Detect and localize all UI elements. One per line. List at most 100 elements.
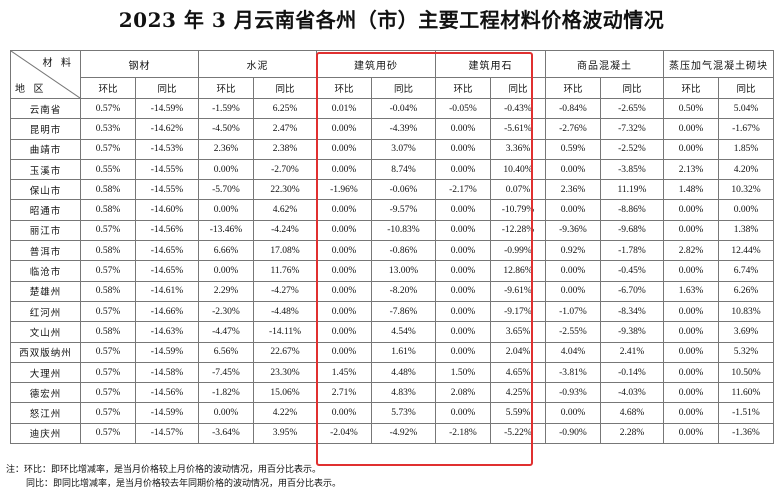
corner-header: 材 料 地 区 (10, 50, 81, 99)
mom-value-cell: 6.56% (198, 341, 254, 363)
mom-value-cell: -1.82% (198, 382, 254, 404)
mom-value-cell: 2.71% (316, 382, 372, 404)
mom-value-cell: -1.96% (316, 179, 372, 201)
mom-value-cell: -0.93% (545, 382, 601, 404)
table-row: 玉溪市 0.55% -14.55% 0.00% -2.70% 0.00% 8.74% 0.00… (10, 158, 774, 181)
mom-value-cell: 0.57% (80, 300, 136, 323)
mom-value-cell: 0.00% (663, 219, 719, 242)
mom-value-cell: 0.58% (80, 240, 136, 262)
yoy-value-cell: 1.38% (718, 219, 774, 242)
mom-value-cell: 0.57% (80, 341, 136, 363)
yoy-value-cell: -7.86% (371, 300, 436, 323)
yoy-value-cell: -10.83% (371, 219, 436, 242)
header-row-sub: 环比 同比 环比 同比 环比 同比 环比 同比 环比 同比 环比 同比 (11, 77, 774, 99)
sub-header-mom: 环比 (80, 77, 136, 99)
footnotes: 注：环比：即环比增减率，是当月价格较上月价格的波动情况，用百分比表示。 同比：即… (6, 463, 341, 491)
yoy-value-cell: -14.58% (135, 361, 199, 384)
yoy-value-cell: -7.32% (600, 118, 664, 140)
sub-header-mom: 环比 (316, 77, 372, 99)
mom-value-cell: 0.58% (80, 321, 136, 343)
mom-value-cell: 1.63% (663, 280, 719, 302)
yoy-value-cell: 13.00% (371, 260, 436, 282)
yoy-value-cell: 3.36% (490, 138, 546, 160)
region-cell: 迪庆州 (10, 422, 81, 445)
yoy-value-cell: -9.68% (600, 219, 664, 242)
mom-value-cell: 0.00% (316, 219, 372, 242)
mom-value-cell: 0.00% (435, 219, 491, 242)
yoy-value-cell: 5.32% (718, 341, 774, 363)
yoy-value-cell: 3.65% (490, 321, 546, 343)
sub-header-yoy: 同比 (490, 77, 546, 99)
region-cell: 保山市 (10, 179, 81, 201)
yoy-value-cell: -5.61% (490, 118, 546, 140)
mom-value-cell: 0.58% (80, 280, 136, 302)
yoy-value-cell: 22.67% (253, 341, 317, 363)
mom-value-cell: 0.00% (435, 158, 491, 181)
yoy-value-cell: -0.04% (371, 97, 436, 120)
region-cell: 丽江市 (10, 219, 81, 242)
mom-value-cell: -2.18% (435, 422, 491, 445)
mom-value-cell: 0.58% (80, 179, 136, 201)
mom-value-cell: -4.50% (198, 118, 254, 140)
mom-value-cell: -0.05% (435, 97, 491, 120)
mom-value-cell: 0.00% (198, 260, 254, 282)
mom-value-cell: 0.57% (80, 402, 136, 424)
sub-header-yoy: 同比 (253, 77, 317, 99)
table-row: 楚雄州 0.58% -14.61% 2.29% -4.27% 0.00% -8.20% 0.0… (10, 280, 774, 302)
mom-value-cell: -2.17% (435, 179, 491, 201)
yoy-value-cell: -9.38% (600, 321, 664, 343)
mom-value-cell: 0.55% (80, 158, 136, 181)
mom-value-cell: -3.64% (198, 422, 254, 445)
yoy-value-cell: -6.70% (600, 280, 664, 302)
mom-value-cell: 0.00% (545, 199, 601, 221)
mom-value-cell: 0.57% (80, 382, 136, 404)
material-header-cement: 水泥 (198, 50, 317, 78)
table-row: 普洱市 0.58% -14.65% 6.66% 17.08% 0.00% -0.86% 0.0… (10, 240, 774, 262)
mom-value-cell: 1.45% (316, 361, 372, 384)
mom-value-cell: 0.00% (663, 118, 719, 140)
yoy-value-cell: -1.78% (600, 240, 664, 262)
table-row: 文山州 0.58% -14.63% -4.47% -14.11% 0.00% 4.54% 0.… (10, 321, 774, 343)
yoy-value-cell: -8.34% (600, 300, 664, 323)
table-row: 红河州 0.57% -14.66% -2.30% -4.48% 0.00% -7.86% 0.… (10, 300, 774, 323)
yoy-value-cell: -2.65% (600, 97, 664, 120)
mom-value-cell: 6.66% (198, 240, 254, 262)
mom-value-cell: 0.00% (316, 158, 372, 181)
mom-value-cell: 0.58% (80, 199, 136, 221)
yoy-value-cell: 4.25% (490, 382, 546, 404)
yoy-value-cell: 4.62% (253, 199, 317, 221)
yoy-value-cell: -14.55% (135, 158, 199, 181)
region-cell: 玉溪市 (10, 158, 81, 181)
yoy-value-cell: -14.57% (135, 422, 199, 445)
yoy-value-cell: 4.20% (718, 158, 774, 181)
yoy-value-cell: 23.30% (253, 361, 317, 384)
yoy-value-cell: 10.50% (718, 361, 774, 384)
mom-value-cell: -2.04% (316, 422, 372, 445)
yoy-value-cell: 5.73% (371, 402, 436, 424)
mom-value-cell: 4.04% (545, 341, 601, 363)
yoy-value-cell: 0.00% (718, 199, 774, 221)
yoy-value-cell: -14.59% (135, 402, 199, 424)
page-title: 2023 年 3 月云南省各州（市）主要工程材料价格波动情况 (118, 8, 665, 32)
region-cell: 大理州 (10, 361, 81, 384)
region-cell: 普洱市 (10, 240, 81, 262)
mom-value-cell: 0.57% (80, 260, 136, 282)
mom-value-cell: 2.82% (663, 240, 719, 262)
yoy-value-cell: 4.54% (371, 321, 436, 343)
mom-value-cell: 2.08% (435, 382, 491, 404)
table-row: 保山市 0.58% -14.55% -5.70% 22.30% -1.96% -0.06% -… (10, 179, 774, 201)
mom-value-cell: 0.00% (663, 260, 719, 282)
mom-value-cell: 0.00% (663, 199, 719, 221)
yoy-value-cell: -4.27% (253, 280, 317, 302)
yoy-value-cell: 2.04% (490, 341, 546, 363)
mom-value-cell: 0.00% (316, 240, 372, 262)
yoy-value-cell: -4.03% (600, 382, 664, 404)
mom-value-cell: 2.13% (663, 158, 719, 181)
mom-value-cell: 0.50% (663, 97, 719, 120)
yoy-value-cell: -0.06% (371, 179, 436, 201)
sub-header-mom: 环比 (663, 77, 719, 99)
table-row: 怒江州 0.57% -14.59% 0.00% 4.22% 0.00% 5.73% 0.00%… (10, 402, 774, 424)
yoy-value-cell: 22.30% (253, 179, 317, 201)
corner-label-region: 地 区 (15, 84, 47, 95)
yoy-value-cell: 4.22% (253, 402, 317, 424)
